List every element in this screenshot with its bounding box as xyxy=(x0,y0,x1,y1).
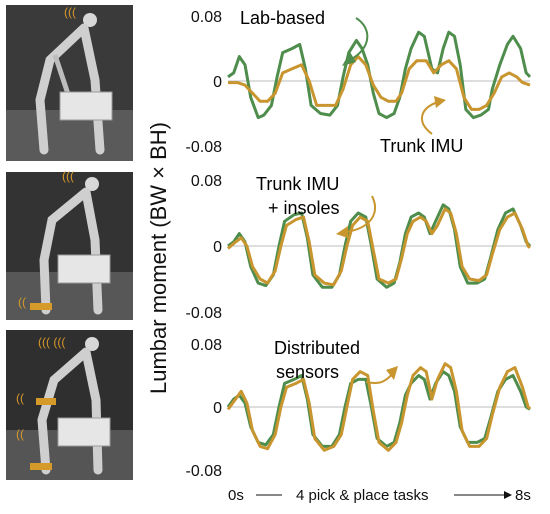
photo-panel-bottom: ((( ((( (( (( xyxy=(6,330,133,480)
annotation-trunk-imu: Trunk IMU xyxy=(380,136,463,156)
annotation-arrow-distributed xyxy=(365,373,393,384)
svg-text:(((: ((( xyxy=(64,5,76,19)
series-line-estimate xyxy=(226,362,531,452)
x-caption-arrowhead xyxy=(504,491,512,499)
photo-panel-top: ((( xyxy=(6,5,133,161)
x-end-label: 8s xyxy=(515,487,531,504)
annotation-trunk-imu-insoles-1: Trunk IMU xyxy=(256,174,339,194)
series-line-lab-based xyxy=(226,370,531,448)
x-start-label: 0s xyxy=(228,487,244,504)
y-tick-label: -0.08 xyxy=(186,305,223,322)
annotation-arrow-imu xyxy=(421,101,439,135)
annotation-arrow-insoles xyxy=(345,195,376,233)
series-line-estimate xyxy=(227,207,532,287)
panel-top: 0.08 0 -0.08 xyxy=(186,9,532,156)
series-line-lab-based xyxy=(227,30,532,120)
panel-bottom: 0.08 0 -0.08 xyxy=(186,337,531,480)
svg-text:((: (( xyxy=(16,391,24,405)
annotation-arrowhead-insoles xyxy=(336,226,348,238)
annotation-arrowhead-lab xyxy=(342,52,356,66)
y-tick-label: 0.08 xyxy=(191,9,222,26)
annotation-arrowhead-imu xyxy=(434,96,446,108)
svg-text:((: (( xyxy=(16,427,24,441)
y-tick-label: 0.08 xyxy=(191,173,222,190)
chart-panels: 0.08 0 -0.08 0.08 0 -0.08 0.08 0 -0.08 xyxy=(186,9,532,480)
annotation-arrow-lab xyxy=(349,17,369,61)
annotation-distributed-2: sensors xyxy=(276,362,339,382)
y-tick-label: 0 xyxy=(213,239,222,256)
annotation-lab-based: Lab-based xyxy=(240,8,325,28)
svg-text:(((: ((( xyxy=(62,169,74,183)
panel-middle: 0.08 0 -0.08 xyxy=(186,173,532,322)
y-tick-label: -0.08 xyxy=(186,463,223,480)
series-line-estimate xyxy=(228,55,531,111)
y-tick-label: 0.08 xyxy=(191,337,222,354)
photo-panel-middle: ((( (( xyxy=(6,169,133,320)
y-tick-label: 0 xyxy=(213,400,222,417)
annotation-distributed-1: Distributed xyxy=(274,338,360,358)
svg-text:((( (((: ((( ((( xyxy=(38,335,65,349)
y-tick-label: 0 xyxy=(213,74,222,91)
annotation-trunk-imu-insoles-2: + insoles xyxy=(268,198,340,218)
y-axis-label: Lumbar moment (BW × BH) xyxy=(146,122,171,394)
x-middle-label: 4 pick & place tasks xyxy=(296,487,429,504)
annotation-arrowhead-distributed xyxy=(386,366,398,380)
y-tick-label: -0.08 xyxy=(186,139,223,156)
svg-text:((: (( xyxy=(18,295,26,309)
